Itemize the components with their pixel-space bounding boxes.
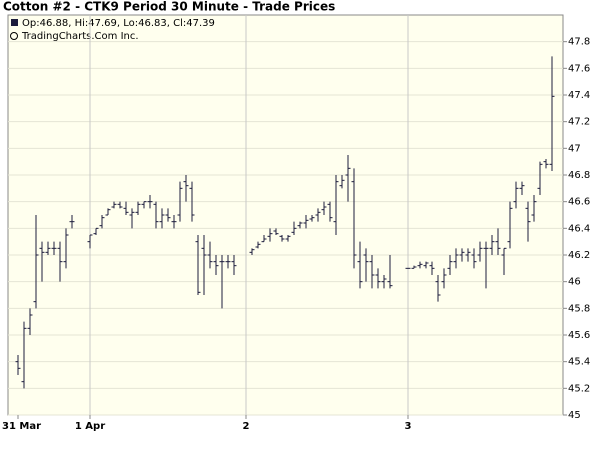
x-tick-label: 1 Apr	[75, 421, 105, 432]
y-tick-label: 46.2	[568, 250, 590, 261]
x-tick-label: 31 Mar	[2, 421, 41, 432]
x-tick-label: 2	[243, 421, 250, 432]
x-tick-label: 3	[405, 421, 412, 432]
copyright-icon	[10, 32, 18, 40]
y-tick-label: 47.4	[568, 90, 590, 101]
y-tick-label: 46.4	[568, 223, 590, 234]
y-tick-label: 45.2	[568, 383, 590, 394]
legend-swatch	[11, 19, 18, 26]
y-tick-label: 46	[568, 277, 581, 288]
subtitle: TradingCharts.Com Inc.	[21, 31, 139, 42]
plot-area	[7, 14, 564, 416]
y-tick-label: 46.8	[568, 170, 590, 181]
y-tick-label: 45	[568, 410, 581, 421]
y-tick-label: 47.6	[568, 63, 590, 74]
chart-title: Cotton #2 - CTK9 Period 30 Minute - Trad…	[3, 0, 335, 14]
y-tick-label: 47.8	[568, 37, 590, 48]
y-tick-label: 46.6	[568, 197, 590, 208]
y-tick-label: 45.4	[568, 357, 590, 368]
y-tick-label: 45.8	[568, 303, 590, 314]
y-tick-label: 47	[568, 143, 581, 154]
y-tick-label: 45.6	[568, 330, 590, 341]
y-tick-label: 47.2	[568, 117, 590, 128]
legend-text: Op:46.88, Hi:47.69, Lo:46.83, Cl:47.39	[22, 18, 215, 29]
